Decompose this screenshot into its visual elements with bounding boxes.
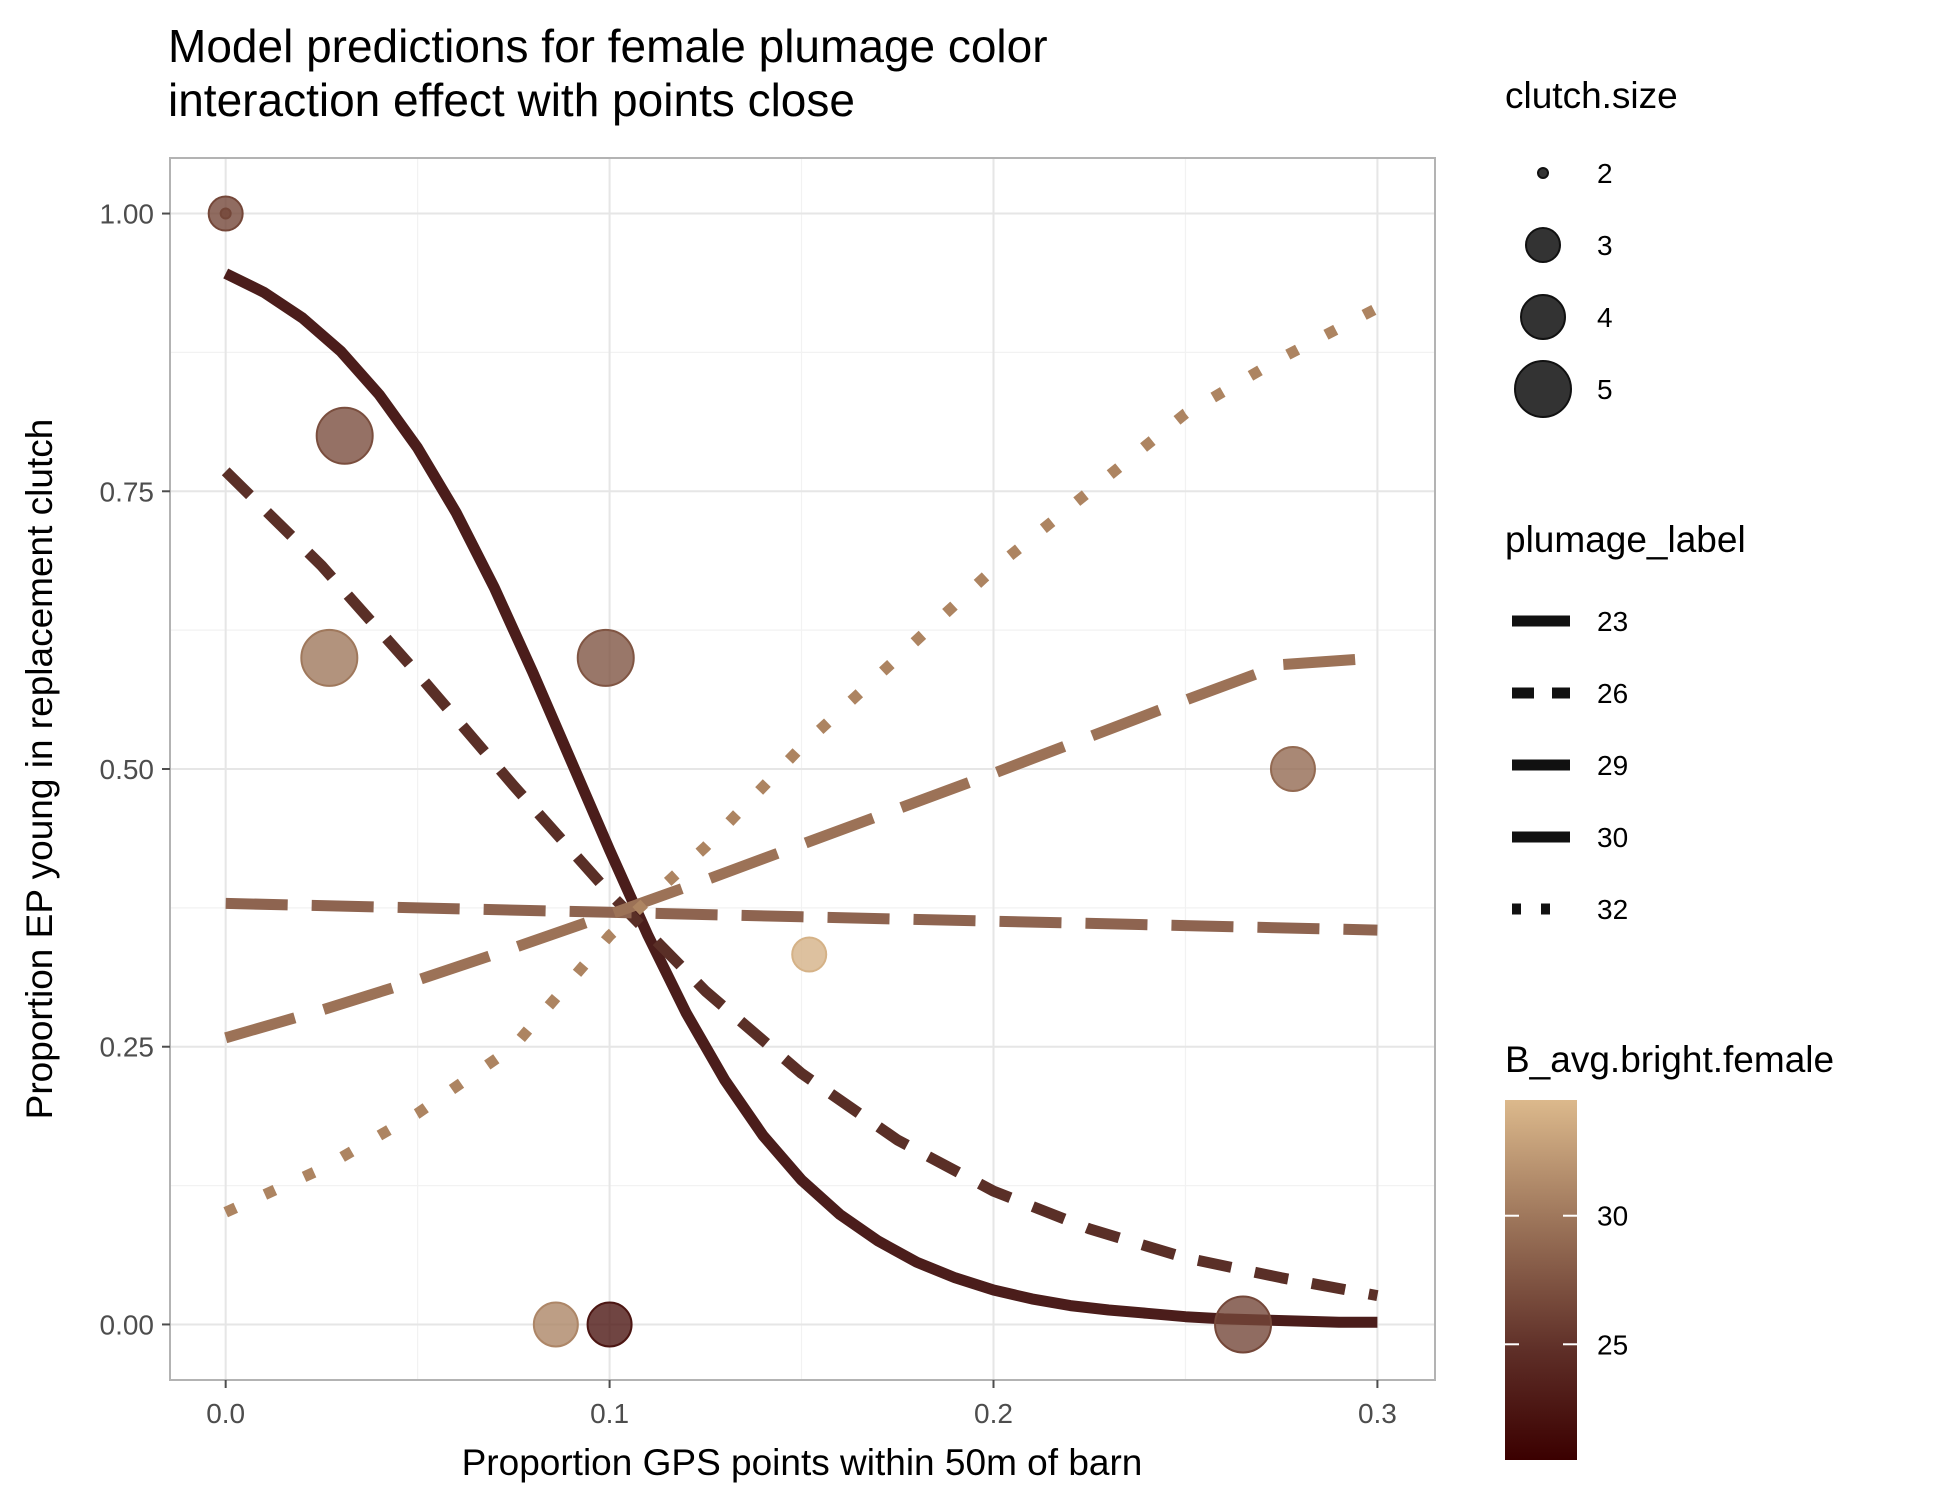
legend-plumage-label: plumage_label 23 26 29 30 32	[1505, 519, 1746, 925]
x-tick-label: 0.0	[206, 1398, 245, 1429]
legend-line-title: plumage_label	[1505, 519, 1746, 560]
chart-title: Model predictions for female plumage col…	[168, 20, 1048, 126]
y-tick-label: 1.00	[100, 199, 155, 230]
y-tick-label: 0.00	[100, 1309, 155, 1340]
colorbar-tick-label: 30	[1597, 1201, 1628, 1232]
legend-color-title: B_avg.bright.female	[1505, 1039, 1834, 1080]
data-point	[219, 207, 232, 220]
data-point	[315, 406, 374, 465]
legend-size-key	[1525, 227, 1561, 263]
colorbar	[1505, 1100, 1577, 1460]
plot-area: 0.0 0.1 0.2 0.3 0.00 0.25 0.50 0.75 1.00	[100, 157, 1436, 1429]
legend-line-label: 26	[1597, 678, 1628, 709]
y-tick-label: 0.25	[100, 1032, 155, 1063]
legend-size-key	[1520, 294, 1566, 340]
legend-brightness: B_avg.bright.female 25 30	[1505, 1039, 1834, 1460]
data-points	[207, 195, 1316, 1354]
legend-line-label: 29	[1597, 750, 1628, 781]
grid	[170, 158, 1435, 1380]
x-axis-ticks: 0.0 0.1 0.2 0.3	[206, 1380, 1397, 1429]
prediction-line-29	[225, 897, 1378, 936]
prediction-line-32	[223, 303, 1380, 1218]
x-tick-label: 0.3	[1358, 1398, 1397, 1429]
colorbar-tick-label: 25	[1597, 1329, 1628, 1360]
legend-line-label: 30	[1597, 822, 1628, 853]
legend-size-key	[1537, 167, 1549, 179]
legend-line-label: 32	[1597, 894, 1628, 925]
data-point	[532, 1301, 579, 1348]
legend-size-key	[1514, 360, 1572, 418]
chart-title-line: interaction effect with points close	[168, 74, 855, 126]
legend-clutch-size: clutch.size 2 3 4 5	[1505, 75, 1678, 418]
legend-size-label: 4	[1597, 302, 1613, 333]
x-tick-label: 0.1	[590, 1398, 629, 1429]
data-point	[586, 1301, 633, 1348]
legend-size-label: 3	[1597, 230, 1613, 261]
legend-line-label: 23	[1597, 606, 1628, 637]
prediction-lines	[221, 268, 1380, 1328]
legend-size-title: clutch.size	[1505, 75, 1678, 116]
chart-title-line: Model predictions for female plumage col…	[168, 20, 1048, 72]
data-point	[791, 936, 828, 973]
y-axis-ticks: 0.00 0.25 0.50 0.75 1.00	[100, 199, 170, 1340]
y-tick-label: 0.75	[100, 476, 155, 507]
x-axis-title: Proportion GPS points within 50m of barn	[462, 1442, 1143, 1483]
y-axis-title: Proportion EP young in replacement clutc…	[19, 419, 60, 1120]
data-point	[300, 628, 359, 687]
prediction-line-26	[221, 467, 1379, 1302]
prediction-line-23	[223, 268, 1378, 1328]
legend-size-label: 5	[1597, 374, 1613, 405]
x-tick-label: 0.2	[974, 1398, 1013, 1429]
data-point	[1214, 1295, 1273, 1354]
data-point	[576, 628, 635, 687]
data-point	[1269, 746, 1316, 792]
y-tick-label: 0.50	[100, 754, 155, 785]
legend-size-label: 2	[1597, 158, 1613, 189]
